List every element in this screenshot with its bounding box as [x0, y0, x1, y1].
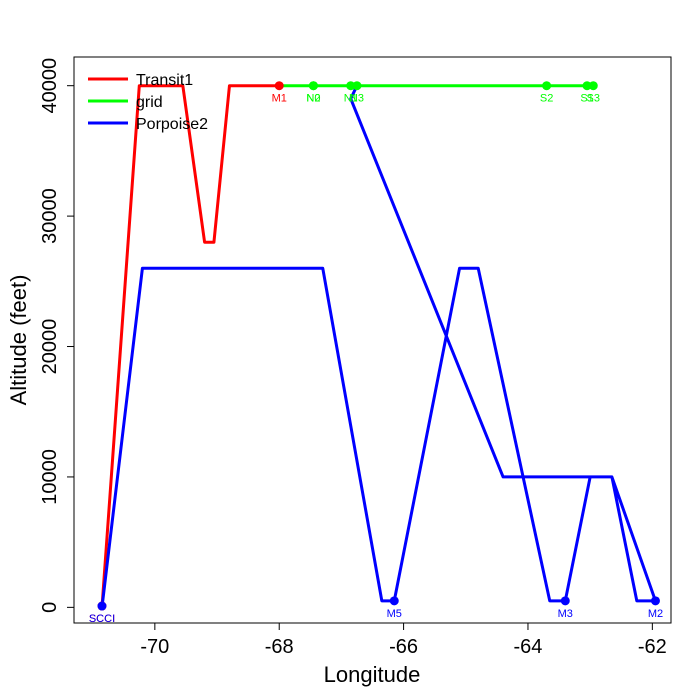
data-point — [650, 596, 660, 606]
x-tick-label: -64 — [514, 636, 543, 658]
x-tick-label: -62 — [638, 636, 667, 658]
legend-label: Transit1 — [136, 72, 193, 89]
x-tick-label: -70 — [140, 636, 169, 658]
series-line-porpoise2 — [100, 85, 657, 608]
data-point — [308, 81, 318, 91]
point-label: N0 — [306, 93, 320, 105]
x-tick-label: -66 — [389, 636, 418, 658]
point-label: S3 — [587, 93, 600, 105]
series-points — [97, 81, 660, 611]
x-tick-label: -68 — [265, 636, 294, 658]
y-tick-label: 0 — [39, 602, 61, 613]
data-point — [542, 81, 552, 91]
series-lines — [100, 84, 657, 608]
y-tick-label: 30000 — [39, 188, 61, 244]
y-axis: 0 10000 20000 30000 40000 — [39, 58, 75, 613]
data-point — [274, 81, 284, 91]
x-axis: -70 -68 -66 -64 -62 — [140, 622, 667, 658]
point-label: N3 — [350, 93, 364, 105]
data-point — [97, 601, 107, 611]
y-axis-title: Altitude (feet) — [6, 275, 31, 406]
point-label: N1 — [344, 93, 358, 105]
y-tick-label: 20000 — [39, 319, 61, 375]
point-label: M5 — [387, 608, 402, 620]
plot-frame — [73, 56, 672, 624]
point-label: M3 — [558, 608, 573, 620]
point-label: M1 — [272, 93, 287, 105]
x-axis-title: Longitude — [324, 662, 421, 687]
point-label: N2 — [306, 93, 320, 105]
series-line-transit1 — [100, 84, 280, 608]
point-label: SCCI — [89, 613, 115, 625]
data-point — [352, 81, 362, 91]
legend-label: Porpoise2 — [136, 116, 208, 133]
y-tick-label: 40000 — [39, 58, 61, 114]
point-label: M2 — [648, 608, 663, 620]
point-label: S1 — [580, 93, 593, 105]
data-point — [560, 596, 570, 606]
point-label: SCCI — [89, 613, 115, 625]
data-point — [588, 81, 598, 91]
y-tick-label: 10000 — [39, 449, 61, 505]
legend-label: grid — [136, 94, 163, 111]
data-point — [389, 596, 399, 606]
data-point — [346, 81, 356, 91]
data-point — [582, 81, 592, 91]
legend: Transit1 grid Porpoise2 — [88, 72, 208, 133]
point-label: S2 — [540, 93, 553, 105]
